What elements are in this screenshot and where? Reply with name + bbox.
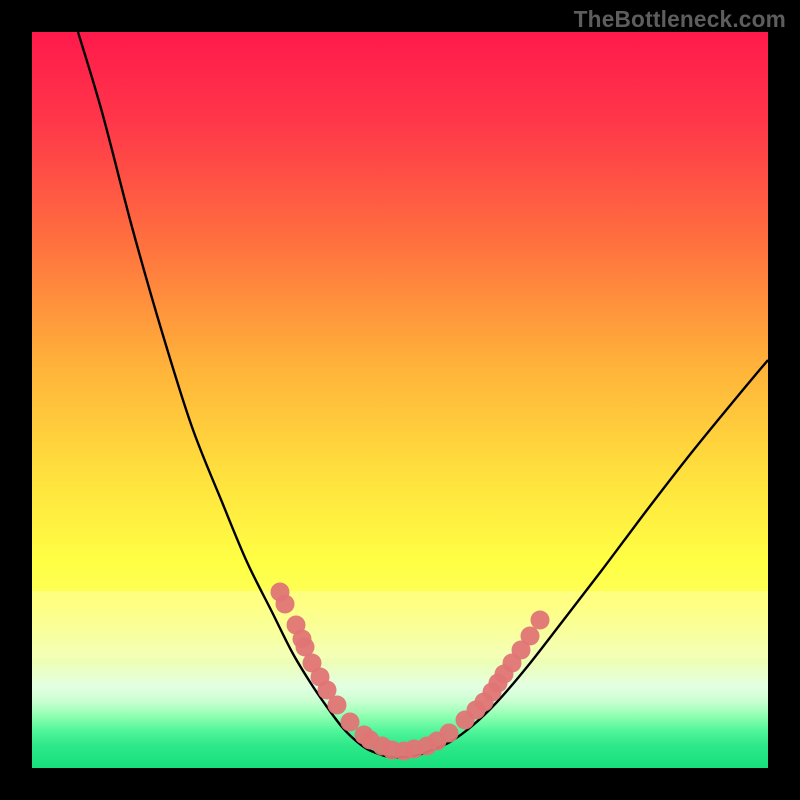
data-marker bbox=[440, 724, 459, 743]
curve-path bbox=[78, 32, 768, 757]
data-marker bbox=[520, 627, 539, 646]
data-marker bbox=[530, 611, 549, 630]
watermark-text: TheBottleneck.com bbox=[574, 6, 786, 33]
chart-frame: TheBottleneck.com bbox=[0, 0, 800, 800]
bottleneck-curve bbox=[32, 32, 768, 768]
data-marker bbox=[328, 696, 347, 715]
plot-area bbox=[32, 32, 768, 768]
data-marker bbox=[276, 595, 295, 614]
